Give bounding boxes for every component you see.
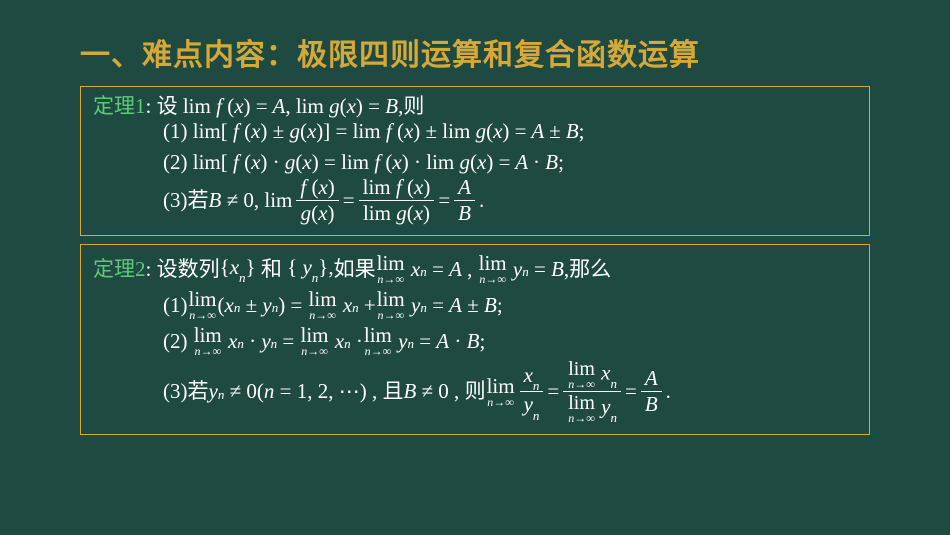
thm2-1-prefix: (1) [163, 294, 188, 317]
thm2-3-cn1: 若 [188, 380, 209, 403]
lim-icon: limn→∞ [377, 253, 405, 285]
thm2-intro: 定理2: 设数列{xn} 和 { yn},如果 limn→∞ xn = A , … [93, 253, 857, 285]
thm2-3-prefix: (3) [163, 380, 188, 403]
thm1-cn1: 设 [157, 95, 178, 118]
thm2-label: 定理2 [93, 258, 146, 281]
thm2-3-frac1: xn yn [520, 364, 544, 420]
theorem-2-box: 定理2: 设数列{xn} 和 { yn},如果 limn→∞ xn = A , … [80, 244, 870, 435]
lim-icon: limn→∞ [377, 289, 405, 321]
thm1-3-prefix: (3) [163, 189, 188, 212]
lim-icon: limn→∞ [487, 376, 515, 408]
thm1-math: lim f (x) = A, lim g(x) = B, [183, 95, 404, 118]
thm1-3-frac2: lim f (x) lim g(x) [359, 176, 435, 225]
thm2-3-cn3: 则 [465, 380, 486, 403]
thm1-3-frac1: f (x) g(x) [296, 176, 338, 225]
lim-icon: limn→∞ [301, 325, 329, 357]
thm2-item2: (2) limn→∞ xn · yn = limn→∞ xn · limn→∞ … [93, 325, 857, 357]
thm2-colon: : [146, 258, 152, 281]
thm2-cn2: 和 [261, 258, 282, 281]
slide-title: 一、难点内容：极限四则运算和复合函数运算 [80, 30, 870, 74]
thm2-cn3: 如果 [334, 258, 376, 281]
thm2-cn4: 那么 [569, 258, 611, 281]
lim-icon: limn→∞ [364, 325, 392, 357]
lim-icon: limn→∞ [568, 359, 595, 390]
lim-icon: limn→∞ [479, 253, 507, 285]
thm1-3-end: . [479, 189, 484, 212]
thm1-3-b: B [454, 201, 475, 225]
thm1-item2: (2) lim[ f (x) · g(x) = lim f (x) · lim … [93, 151, 857, 174]
thm2-3-frac2: limn→∞ xn limn→∞ yn [563, 359, 621, 424]
lim-icon: limn→∞ [568, 393, 595, 424]
lim-icon: limn→∞ [194, 325, 222, 357]
lim-icon: limn→∞ [189, 289, 217, 321]
thm2-3-cn2: 且 [382, 380, 403, 403]
thm1-3-lim: lim [264, 189, 292, 212]
thm2-3-b: B [641, 392, 662, 416]
thm2-cn1: 设数列 [157, 258, 220, 281]
theorem-1-box: 定理1: 设 lim f (x) = A, lim g(x) = B,则 (1)… [80, 86, 870, 236]
thm1-3-cn: 若 [188, 189, 209, 212]
lim-icon: limn→∞ [309, 289, 337, 321]
thm2-3-a: A [641, 367, 662, 392]
thm1-cn2: 则 [403, 95, 424, 118]
slide: 一、难点内容：极限四则运算和复合函数运算 定理1: 设 lim f (x) = … [0, 0, 950, 535]
thm2-2-prefix: (2) [163, 330, 188, 353]
thm1-3-eq1: = [343, 189, 355, 212]
thm1-label: 定理1 [93, 95, 146, 118]
thm2-item3: (3)若yn ≠ 0(n = 1, 2, ⋯) , 且B ≠ 0 , 则 lim… [93, 359, 857, 424]
thm1-3-frac3: A B [454, 176, 475, 225]
thm1-3-eq2: = [438, 189, 450, 212]
thm2-3-end: . [666, 380, 671, 403]
thm1-item3: (3)若B ≠ 0, lim f (x) g(x) = lim f (x) li… [93, 176, 857, 225]
thm1-colon: : [146, 95, 152, 118]
thm2-item1: (1) limn→∞(xn ± yn) = limn→∞ xn + limn→∞… [93, 289, 857, 321]
thm1-intro: 定理1: 设 lim f (x) = A, lim g(x) = B,则 [93, 95, 857, 118]
thm1-item1: (1) lim[ f (x) ± g(x)] = lim f (x) ± lim… [93, 120, 857, 143]
thm2-3-frac3: A B [641, 367, 662, 416]
thm1-3-a: A [454, 176, 475, 201]
